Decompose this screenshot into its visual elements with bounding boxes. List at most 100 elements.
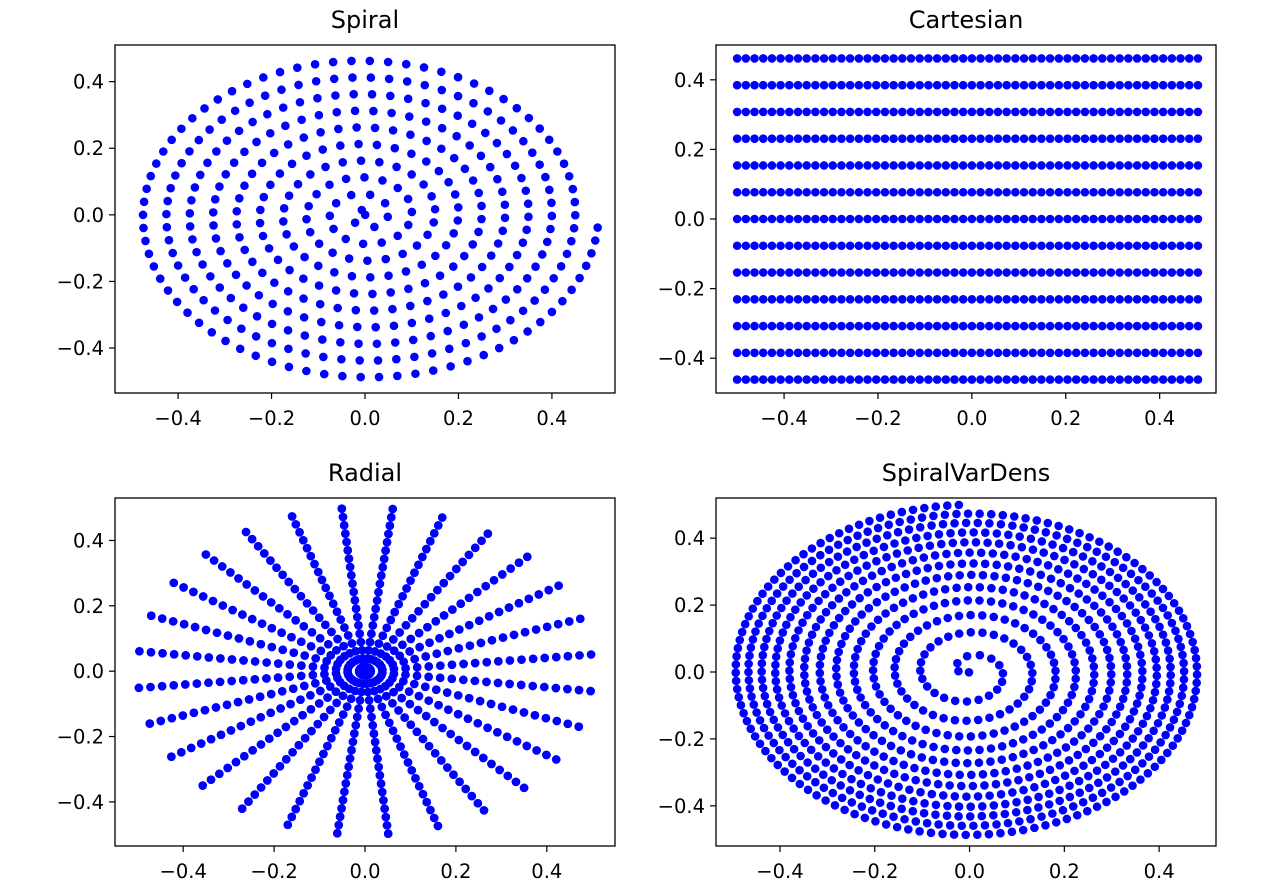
data-point (931, 800, 941, 810)
data-point (282, 230, 291, 239)
data-point (784, 214, 794, 224)
data-point (758, 268, 768, 277)
data-point (387, 108, 396, 118)
data-point (158, 649, 167, 658)
data-point (765, 707, 775, 717)
data-point (1019, 348, 1029, 358)
y-tick-label: 0.2 (73, 137, 104, 160)
data-point (1087, 755, 1097, 765)
data-point (750, 348, 759, 358)
data-point (430, 748, 440, 758)
data-point (196, 739, 206, 748)
data-point (1047, 735, 1057, 745)
data-point (1045, 80, 1055, 90)
data-point (845, 214, 855, 224)
data-point (575, 614, 585, 624)
data-point (811, 622, 821, 632)
data-point (969, 559, 978, 568)
data-point (473, 718, 483, 728)
data-point (996, 519, 1006, 529)
data-point (1173, 734, 1183, 743)
data-point (255, 692, 265, 702)
y-tick-label: 0.2 (73, 595, 104, 618)
data-point (941, 348, 951, 358)
data-point (1165, 654, 1174, 664)
data-point (1037, 54, 1046, 63)
data-point (374, 587, 383, 597)
data-point (1150, 107, 1159, 117)
data-point (750, 295, 759, 304)
data-point (762, 699, 772, 709)
data-point (875, 690, 884, 699)
data-point (229, 158, 239, 167)
data-point (789, 724, 798, 733)
data-point (757, 659, 767, 668)
data-point (1117, 611, 1127, 621)
data-point (279, 204, 289, 213)
data-point (360, 173, 369, 182)
data-point (854, 107, 864, 117)
data-point (1088, 793, 1098, 803)
data-point (273, 659, 283, 668)
data-point (741, 268, 751, 277)
data-point (802, 295, 811, 304)
data-point (898, 80, 907, 90)
data-point (407, 170, 416, 179)
data-point (288, 684, 298, 693)
data-point (850, 582, 859, 591)
data-point (1080, 107, 1090, 117)
data-point (849, 555, 859, 565)
data-point (1070, 602, 1079, 612)
data-point (284, 344, 293, 354)
data-point (1011, 375, 1020, 384)
data-point (878, 809, 888, 819)
data-point (397, 693, 407, 703)
data-point (370, 123, 380, 133)
data-point (1118, 694, 1128, 704)
data-point (1033, 557, 1042, 567)
data-point (1193, 107, 1203, 117)
data-point (958, 187, 968, 197)
data-point (1056, 578, 1066, 588)
data-point (1049, 658, 1059, 667)
data-point (1070, 682, 1079, 692)
data-point (879, 542, 889, 552)
data-point (567, 236, 576, 246)
data-point (221, 170, 231, 179)
data-point (781, 752, 790, 762)
data-point (872, 597, 882, 607)
data-point (918, 590, 928, 599)
data-point (371, 604, 380, 614)
data-point (854, 134, 864, 143)
data-point (1052, 748, 1062, 758)
data-point (1137, 658, 1147, 668)
data-point (512, 250, 522, 260)
data-point (1084, 615, 1094, 625)
data-point (524, 212, 533, 222)
data-point (939, 713, 948, 723)
data-point (1046, 650, 1056, 660)
data-point (819, 107, 829, 117)
data-point (1050, 775, 1060, 785)
data-point (794, 706, 804, 716)
data-point (504, 603, 514, 612)
data-point (306, 551, 316, 561)
data-point (212, 628, 222, 638)
data-point (1193, 54, 1203, 63)
data-point (758, 161, 768, 170)
data-point (369, 612, 379, 622)
data-point (453, 709, 463, 719)
data-point (1144, 733, 1153, 743)
data-point (278, 570, 287, 580)
data-point (1130, 634, 1140, 644)
data-point (1115, 214, 1124, 224)
data-point (932, 295, 942, 304)
data-point (393, 371, 402, 381)
data-point (459, 675, 468, 685)
data-point (291, 804, 301, 814)
data-point (437, 85, 447, 95)
data-point (732, 375, 742, 384)
data-point (821, 607, 831, 617)
data-point (1151, 614, 1160, 624)
data-point (1019, 80, 1029, 90)
